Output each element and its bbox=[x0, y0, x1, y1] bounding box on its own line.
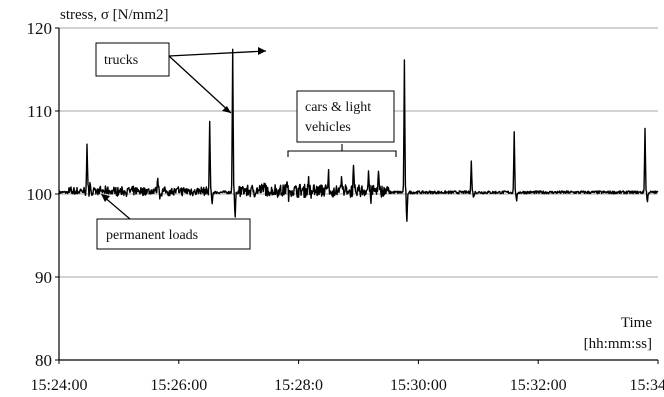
trucks-arrow-2 bbox=[168, 50, 267, 57]
x-tick-label: 15:30:00 bbox=[390, 377, 447, 394]
x-tick-label: 15:28:0 bbox=[274, 377, 323, 394]
trucks-arrowhead-2 bbox=[258, 47, 266, 55]
trucks-arrow-1 bbox=[168, 55, 232, 114]
y-tick-label: 110 bbox=[27, 102, 52, 121]
cars-bracket bbox=[287, 144, 397, 157]
y-axis-label: stress, σ [N/mm2] bbox=[60, 7, 169, 23]
x-tick-label: 15:26:00 bbox=[150, 377, 207, 394]
cars-label-box bbox=[296, 90, 395, 143]
cars-label-line2: vehicles bbox=[305, 120, 351, 135]
trucks-label: trucks bbox=[104, 53, 138, 68]
x-tick-label: 15:24:00 bbox=[31, 377, 88, 394]
axes bbox=[55, 27, 659, 364]
trucks-arrowhead-1 bbox=[222, 106, 231, 113]
y-tick-label: 100 bbox=[27, 185, 53, 204]
permanent-loads-arrowhead bbox=[101, 194, 110, 202]
x-tick-label: 15:34:00 bbox=[630, 377, 664, 394]
y-tick-labels: 80 90 100 110 120 bbox=[27, 19, 53, 370]
y-tick-label: 80 bbox=[35, 351, 52, 370]
permanent-loads-arrow bbox=[102, 195, 131, 220]
permanent-loads-label-box bbox=[96, 218, 251, 250]
x-tick-labels: 15:24:00 15:26:00 15:28:0 15:30:00 15:32:00 1… bbox=[31, 377, 664, 394]
x-axis-label-line2: [hh:mm:ss] bbox=[584, 336, 652, 352]
x-axis-label-line1: Time bbox=[621, 315, 652, 331]
cars-label-line1: cars & light bbox=[305, 100, 371, 115]
x-tick-label: 15:32:00 bbox=[510, 377, 567, 394]
trucks-label-box bbox=[95, 42, 170, 77]
y-tick-label: 90 bbox=[35, 268, 52, 287]
stress-series-line bbox=[58, 48, 659, 222]
permanent-loads-label: permanent loads bbox=[106, 228, 198, 243]
y-tick-label: 120 bbox=[27, 19, 53, 38]
